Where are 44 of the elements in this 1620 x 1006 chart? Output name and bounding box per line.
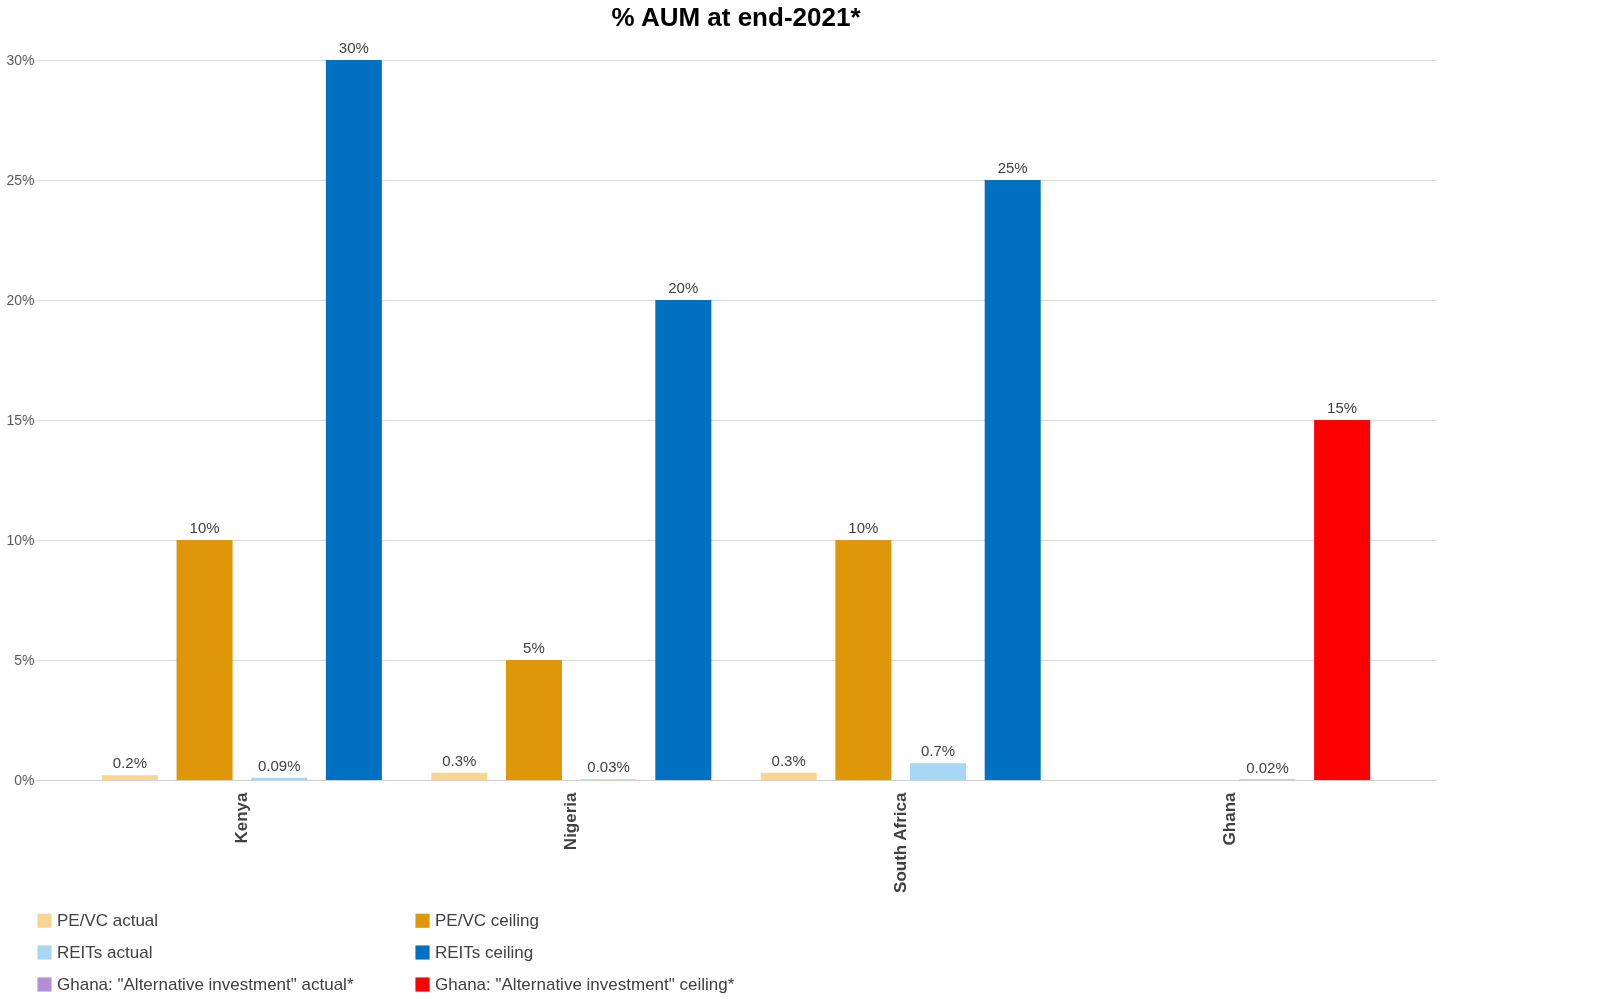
data-label: 0.3% xyxy=(771,751,806,769)
chart-title: % AUM at end-2021* xyxy=(611,2,862,32)
y-tick-label: 0% xyxy=(14,771,35,788)
bar xyxy=(101,775,158,780)
legend-label: REITs ceiling xyxy=(435,942,534,962)
bar xyxy=(655,300,712,780)
data-label: 10% xyxy=(189,519,220,536)
y-tick-label: 20% xyxy=(6,291,35,308)
legend-label: PE/VC actual xyxy=(57,910,159,930)
legend-label: Ghana: "Alternative investment" ceiling* xyxy=(435,974,735,994)
x-tick-label: Kenya xyxy=(231,791,251,844)
legend-label: REITs actual xyxy=(57,942,153,962)
y-tick-label: 25% xyxy=(6,171,35,188)
data-label: 0.02% xyxy=(1246,758,1289,776)
bar xyxy=(176,540,233,780)
data-label: 20% xyxy=(668,279,699,296)
bar xyxy=(835,540,892,780)
x-tick-label: South Africa xyxy=(890,791,910,893)
data-label: 5% xyxy=(523,639,545,656)
data-label: 0.09% xyxy=(257,756,301,774)
bar xyxy=(251,777,308,780)
bar xyxy=(984,180,1041,780)
data-label: 0.7% xyxy=(920,742,956,760)
x-tick-label: Nigeria xyxy=(561,791,581,851)
legend-label: Ghana: "Alternative investment" actual* xyxy=(57,974,354,994)
data-label: 0.3% xyxy=(442,751,477,769)
bar xyxy=(505,660,562,780)
bar xyxy=(431,772,488,780)
bar xyxy=(760,772,817,780)
data-label: 15% xyxy=(1327,399,1358,416)
data-label: 0.03% xyxy=(587,758,630,776)
y-tick-label: 15% xyxy=(6,411,35,428)
data-label: 25% xyxy=(997,159,1028,176)
legend-label: PE/VC ceiling xyxy=(435,910,539,930)
y-tick-label: 10% xyxy=(6,531,35,548)
bar xyxy=(325,60,382,780)
data-label: 30% xyxy=(338,39,369,56)
x-tick-label: Ghana xyxy=(1220,791,1240,846)
data-label: 0.2% xyxy=(112,754,147,772)
y-tick-label: 5% xyxy=(14,651,35,668)
y-tick-label: 30% xyxy=(6,51,35,68)
bar xyxy=(1314,420,1371,780)
data-label: 10% xyxy=(848,519,879,536)
bar xyxy=(910,763,967,780)
